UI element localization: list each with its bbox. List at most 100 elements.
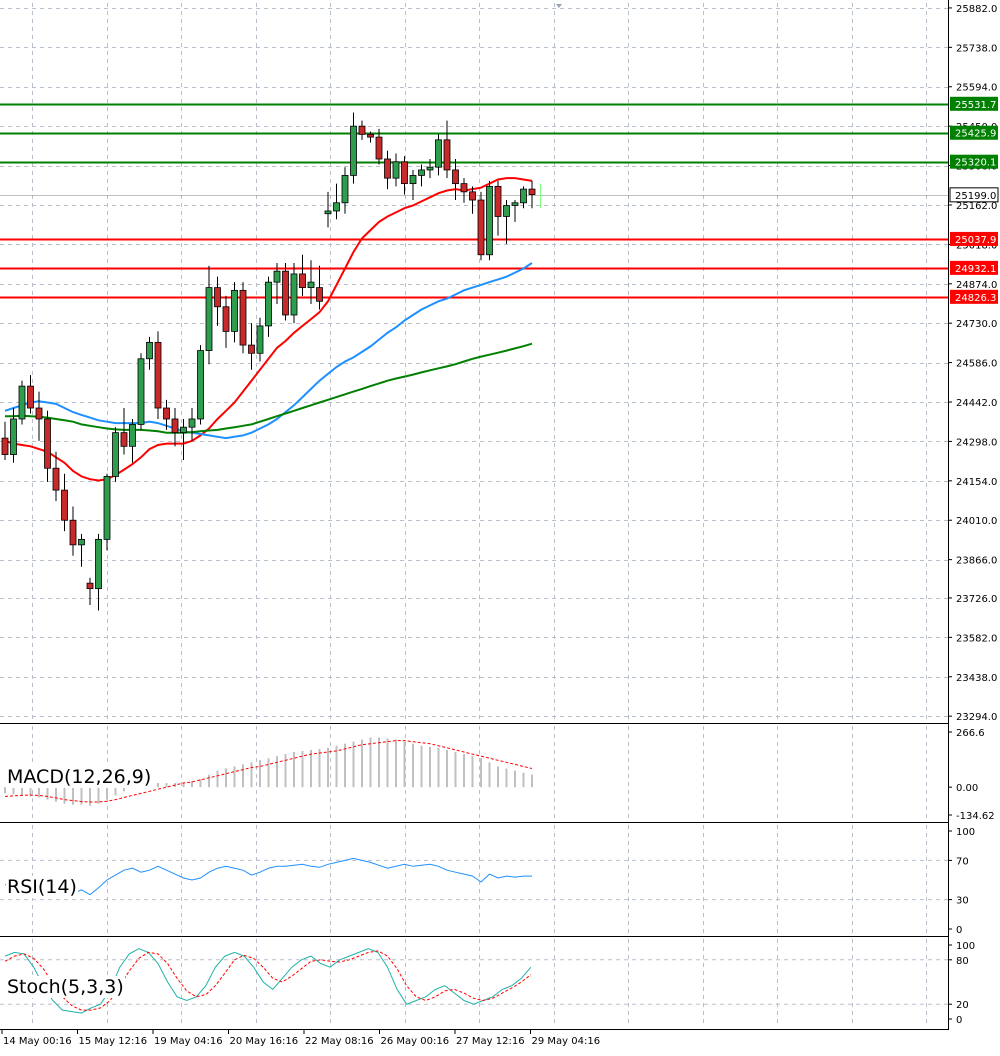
level-price-tag-5 xyxy=(950,260,998,275)
stoch-k-line xyxy=(4,948,532,1014)
candle-body xyxy=(112,432,119,477)
level-price-label-5: 24932.1 xyxy=(955,264,996,275)
candle-body xyxy=(494,185,502,217)
level-price-tag-6 xyxy=(950,289,998,304)
candle xyxy=(1,421,9,461)
candle xyxy=(520,186,527,209)
candle xyxy=(316,265,323,310)
candle xyxy=(112,427,119,482)
candle-body xyxy=(460,183,468,193)
candle-body xyxy=(265,281,272,327)
candle-body xyxy=(324,210,332,215)
level-price-label-6: 24826.3 xyxy=(955,293,996,304)
candle xyxy=(452,158,459,201)
candle-body xyxy=(528,188,536,195)
candle xyxy=(103,473,111,551)
candle xyxy=(384,150,391,190)
candle-body xyxy=(307,281,315,289)
candle xyxy=(358,120,366,140)
stoch-title: Stoch(5,3,3) xyxy=(6,976,125,998)
candle-body xyxy=(384,158,391,179)
candle xyxy=(120,408,128,455)
candle-body xyxy=(248,344,255,354)
candle-body xyxy=(256,325,264,354)
candle-body xyxy=(120,432,128,447)
candle xyxy=(486,180,493,261)
rsi-axis-label-1: 70 xyxy=(956,856,969,867)
candle-body xyxy=(350,125,357,176)
candle-body xyxy=(1,437,9,455)
candle-body xyxy=(86,582,94,590)
candle xyxy=(443,120,451,179)
candle xyxy=(137,353,145,430)
price-axis-label-17: 23438.0 xyxy=(956,673,997,684)
price-axis-label-8: 24730.0 xyxy=(956,319,997,330)
candle-body xyxy=(290,273,298,316)
candle-body xyxy=(401,161,408,185)
candle-body xyxy=(452,169,459,185)
price-axis-label-16: 23582.0 xyxy=(956,633,997,644)
candle xyxy=(503,200,510,244)
candle xyxy=(44,410,51,482)
rsi-axis-label-3: 0 xyxy=(956,925,962,936)
candle xyxy=(528,180,536,209)
price-axis-label-7: 24874.0 xyxy=(956,280,997,291)
candle-body xyxy=(171,418,179,434)
candle-body xyxy=(392,161,400,179)
candle xyxy=(231,282,238,343)
candle-body xyxy=(61,489,68,521)
macd-signal-line xyxy=(4,740,533,803)
stoch-axis-label-3: 0 xyxy=(956,1015,962,1026)
candle-body xyxy=(316,287,323,302)
candle xyxy=(163,399,170,430)
candle-body xyxy=(299,273,306,289)
time-axis-label-1: 15 May 12:16 xyxy=(79,1036,148,1047)
candle xyxy=(333,183,340,220)
candle-body xyxy=(154,341,162,409)
time-axis-label-3: 20 May 16:16 xyxy=(230,1036,299,1047)
candle xyxy=(256,317,264,362)
candle xyxy=(307,260,315,305)
macd-axis-label-1: 0.00 xyxy=(956,783,978,794)
stoch-d-line xyxy=(4,950,532,1011)
candle xyxy=(469,186,476,214)
candle xyxy=(367,131,374,143)
rsi-axis-label-0: 100 xyxy=(956,827,975,838)
stoch-axis-label-0: 100 xyxy=(956,941,975,952)
candle xyxy=(78,533,85,567)
candle xyxy=(460,178,468,203)
candle-body xyxy=(214,287,221,308)
level-price-label-4: 25037.9 xyxy=(955,235,996,246)
level-price-tag-3 xyxy=(949,187,999,203)
candle-body xyxy=(409,175,417,185)
candle-body xyxy=(95,538,102,590)
candle-body xyxy=(469,191,476,201)
level-price-label-2: 25320.1 xyxy=(955,158,996,169)
candle-body xyxy=(520,188,527,204)
price-axis-label-10: 24442.0 xyxy=(956,398,997,409)
moving-average-line-1 xyxy=(4,262,533,440)
candle-body xyxy=(375,136,383,160)
candle-body xyxy=(197,350,204,420)
candle-body xyxy=(239,289,247,346)
candle xyxy=(401,156,408,195)
level-price-label-1: 25425.9 xyxy=(955,129,996,140)
candle-body xyxy=(333,202,340,212)
candle xyxy=(392,153,400,187)
stoch-axis-label-1: 80 xyxy=(956,956,969,967)
macd-title: MACD(12,26,9) xyxy=(6,766,153,788)
time-axis-label-0: 14 May 00:16 xyxy=(3,1036,72,1047)
time-axis-label-4: 22 May 08:16 xyxy=(305,1036,374,1047)
candle-body xyxy=(231,289,238,332)
candle-body xyxy=(486,185,493,256)
price-axis-label-12: 24154.0 xyxy=(956,477,997,488)
price-axis-label-2: 25594.0 xyxy=(956,83,997,94)
candle-body xyxy=(27,385,34,409)
candle xyxy=(341,167,349,214)
candle xyxy=(494,180,502,236)
candle-body xyxy=(282,270,289,316)
candle-body xyxy=(69,519,77,546)
candle-body xyxy=(44,418,51,469)
candle xyxy=(188,408,196,441)
